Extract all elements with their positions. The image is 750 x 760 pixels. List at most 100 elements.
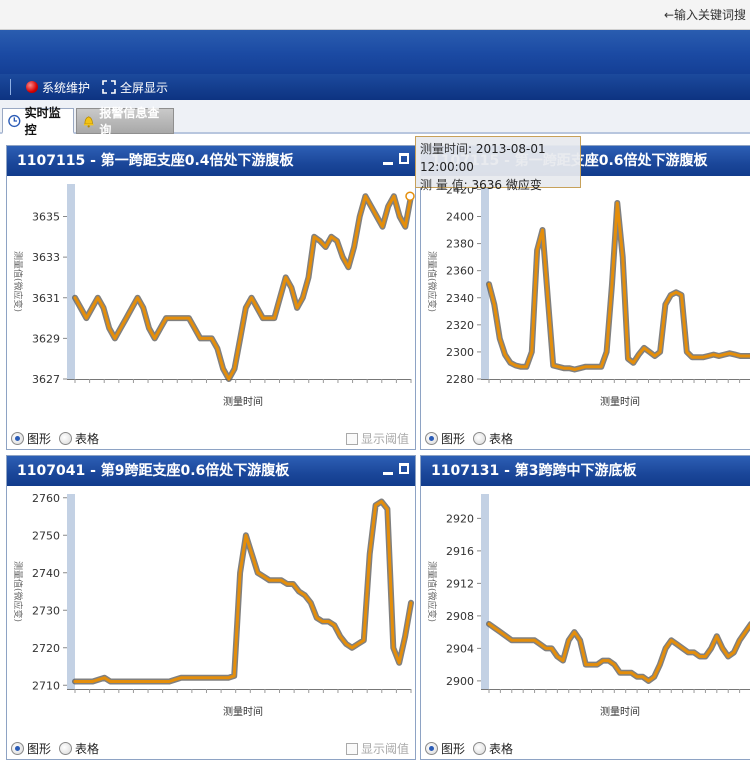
radio-unselected-icon	[473, 432, 486, 445]
radio-table-label: 表格	[489, 432, 514, 446]
y-tick-label: 3633	[32, 251, 60, 264]
panel-header: 1107041 - 第9跨距支座0.6倍处下游腹板	[7, 456, 415, 486]
panel-footer: 图形 表格	[421, 737, 750, 759]
y-tick-label: 2750	[32, 529, 60, 542]
radio-chart[interactable]: 图形	[11, 740, 51, 757]
y-tick-label: 2908	[446, 610, 474, 623]
radio-unselected-icon	[59, 742, 72, 755]
y-axis-band	[67, 494, 75, 689]
system-maintenance-button[interactable]: 系统维护	[26, 78, 90, 96]
series-line	[487, 201, 750, 371]
y-tick-label: 2900	[446, 675, 474, 688]
radio-selected-icon	[11, 432, 24, 445]
panel-header: 1107131 - 第3跨跨中下游底板	[421, 456, 750, 486]
y-tick-label: 3631	[32, 292, 60, 305]
y-axis-label: 测量值(微应变)	[426, 251, 438, 312]
checkbox-icon	[345, 432, 358, 445]
radio-table-label: 表格	[75, 432, 100, 446]
y-tick-label: 3635	[32, 211, 60, 224]
radio-table[interactable]: 表格	[473, 740, 513, 757]
panel-footer: 图形 表格 显示阈值	[7, 427, 415, 449]
show-threshold-label: 显示阈值	[360, 432, 409, 446]
y-tick-label: 2904	[446, 642, 474, 655]
highlighted-point	[405, 191, 415, 201]
search-link[interactable]: ←输入关键词搜	[663, 8, 746, 22]
y-tick-label: 2920	[446, 512, 474, 525]
y-tick-label: 2340	[446, 292, 474, 305]
x-axis-label: 测量时间	[600, 705, 640, 718]
tab-alarm-query[interactable]: 报警信息查询	[76, 106, 174, 137]
y-axis-band	[67, 184, 75, 379]
minimize-icon[interactable]	[383, 463, 393, 475]
y-tick-label: 2300	[446, 346, 474, 359]
fullscreen-label: 全屏显示	[120, 80, 169, 95]
radio-chart[interactable]: 图形	[11, 430, 51, 447]
top-bar: ←输入关键词搜	[0, 0, 750, 30]
radio-selected-icon	[425, 742, 438, 755]
x-axis-label: 测量时间	[600, 395, 640, 408]
series-line	[487, 622, 750, 683]
series-line-shadow	[72, 498, 414, 685]
radio-table[interactable]: 表格	[59, 430, 99, 447]
minimize-icon[interactable]	[383, 153, 393, 165]
tab-bar: 实时监控 报警信息查询	[0, 100, 750, 137]
radio-selected-icon	[11, 742, 24, 755]
data-tooltip: 测量时间: 2013-08-01 12:00:00 测 量 值: 3636 微应…	[415, 136, 581, 192]
line-chart: 22802300232023402360238024002420测量值(微应变)…	[426, 183, 750, 408]
y-axis-label: 测量值(微应变)	[12, 251, 24, 312]
y-tick-label: 2710	[32, 679, 60, 692]
tab-alarm-label: 报警信息查询	[99, 106, 160, 137]
toolbar-divider	[10, 79, 11, 95]
panel-title: 1107115 - 第一跨距支座0.4倍处下游腹板	[17, 153, 294, 169]
radio-chart-label: 图形	[27, 742, 52, 756]
chart-panel-1: 1107115 - 第一跨距支座0.4倍处下游腹板 3627 3629 3631 36…	[6, 145, 416, 450]
show-threshold-checkbox[interactable]: 显示阈值	[345, 740, 409, 757]
radio-chart-label: 图形	[441, 432, 466, 446]
maximize-icon[interactable]	[399, 463, 409, 474]
radio-table[interactable]: 表格	[59, 740, 99, 757]
show-threshold-label: 显示阈值	[360, 742, 409, 756]
y-tick-label: 2360	[446, 265, 474, 278]
tooltip-value-label: 测 量 值:	[420, 178, 468, 192]
radio-unselected-icon	[473, 742, 486, 755]
y-tick-label: 2380	[446, 238, 474, 251]
maximize-icon[interactable]	[399, 153, 409, 164]
tooltip-time-label: 测量时间:	[420, 142, 473, 156]
radio-chart[interactable]: 图形	[425, 430, 465, 447]
y-axis-label: 测量值(微应变)	[426, 561, 438, 622]
fullscreen-icon	[102, 80, 116, 94]
line-chart: 2710 2720 2730 2740 2750 2760 测量值(微应变) 测量时间	[12, 492, 414, 718]
tab-realtime-monitor[interactable]: 实时监控	[2, 106, 74, 137]
toolbar: 系统维护 全屏显示	[0, 74, 750, 100]
radio-chart[interactable]: 图形	[425, 740, 465, 757]
y-axis-label: 测量值(微应变)	[12, 561, 24, 622]
y-tick-label: 2916	[446, 545, 474, 558]
fullscreen-button[interactable]: 全屏显示	[102, 78, 168, 96]
panel-footer: 图形 表格	[421, 427, 750, 449]
line-chart: 2900 2904 2908 2912 2916 2920 测量值(微应变) 测量时间	[426, 494, 750, 718]
panel-title: 1107041 - 第9跨距支座0.6倍处下游腹板	[17, 463, 290, 479]
series-line	[73, 500, 413, 683]
banner	[0, 30, 750, 74]
y-axis-band	[481, 494, 489, 689]
radio-table[interactable]: 表格	[473, 430, 513, 447]
bell-icon	[83, 116, 94, 128]
y-tick-label: 2730	[32, 604, 60, 617]
radio-chart-label: 图形	[27, 432, 52, 446]
system-maintenance-label: 系统维护	[42, 80, 91, 95]
x-axis-label: 测量时间	[223, 395, 263, 408]
line-chart: 3627 3629 3631 3633 3635 测量值(微应变) 测量时间	[12, 184, 415, 408]
show-threshold-checkbox[interactable]: 显示阈值	[345, 430, 409, 447]
radio-selected-icon	[425, 432, 438, 445]
y-tick-label: 2912	[446, 577, 474, 590]
series-line-shadow	[72, 193, 414, 382]
radio-table-label: 表格	[75, 742, 100, 756]
y-tick-label: 2400	[446, 211, 474, 224]
y-axis-band	[481, 184, 489, 379]
radio-unselected-icon	[59, 432, 72, 445]
radio-table-label: 表格	[489, 742, 514, 756]
panel-title: 1107131 - 第3跨跨中下游底板	[431, 463, 637, 479]
tooltip-value-value: 3636 微应变	[471, 178, 542, 192]
panel-header: 1107115 - 第一跨距支座0.4倍处下游腹板	[7, 146, 415, 176]
y-tick-label: 2720	[32, 642, 60, 655]
